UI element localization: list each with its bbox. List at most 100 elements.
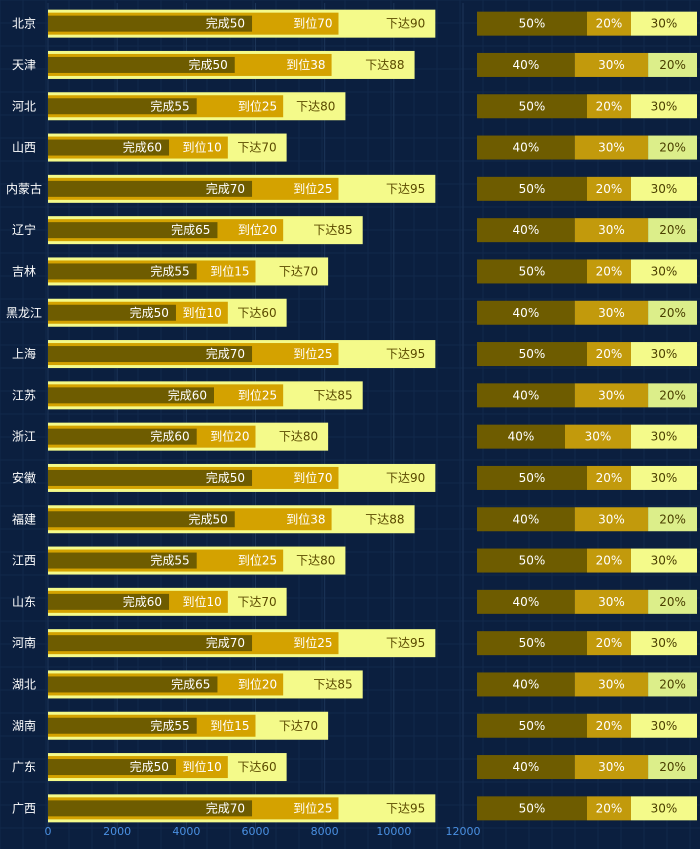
bar-label-xiada: 下达70 (279, 264, 318, 278)
stack-segment (631, 342, 697, 367)
stack-segment (574, 589, 649, 614)
bar-label-wancheng: 完成50 (206, 16, 245, 31)
stack-label: 40% (513, 58, 540, 72)
stack-label: 30% (651, 554, 678, 568)
stack-label: 30% (598, 677, 625, 691)
x-tick-label: 10000 (376, 825, 411, 838)
x-tick-label: 12000 (446, 825, 481, 838)
bar-wancheng (48, 759, 176, 776)
stack-label: 30% (598, 58, 625, 72)
stack-label: 50% (519, 554, 546, 568)
bar-label-daowei: 到位70 (293, 470, 332, 485)
category-label: 湖北 (12, 676, 36, 691)
stack-label: 20% (596, 719, 623, 733)
bar-wancheng (48, 676, 218, 693)
bar-wancheng (48, 180, 253, 197)
category-label: 北京 (12, 17, 36, 31)
bar-label-wancheng: 完成60 (150, 429, 189, 444)
bar-wancheng (48, 593, 170, 610)
bar-label-xiada: 下达85 (313, 677, 352, 691)
stack-label: 20% (659, 512, 686, 526)
stack-segment (648, 300, 697, 325)
bar-label-xiada: 下达88 (365, 512, 404, 526)
stack-segment (587, 11, 631, 36)
stack-label: 20% (659, 223, 686, 237)
bar-label-daowei: 到位25 (238, 553, 277, 568)
bar-wancheng (48, 346, 253, 363)
stack-segment (648, 507, 697, 532)
category-label: 黑龙江 (6, 306, 42, 320)
category-label: 广东 (12, 760, 36, 774)
bar-label-xiada: 下达90 (386, 17, 425, 31)
bar-label-wancheng: 完成50 (206, 470, 245, 485)
bar-label-xiada: 下达70 (279, 719, 318, 733)
stack-segment (477, 135, 575, 160)
stack-label: 20% (659, 306, 686, 320)
category-label: 山东 (12, 595, 36, 609)
bar-label-wancheng: 完成50 (130, 759, 169, 774)
stack-label: 30% (651, 719, 678, 733)
bar-wancheng (48, 800, 253, 817)
stack-segment (477, 589, 575, 614)
stack-segment (631, 94, 697, 119)
stack-segment (587, 631, 631, 656)
stack-segment (477, 713, 587, 738)
stack-segment (477, 383, 575, 408)
bar-label-daowei: 到位38 (286, 511, 325, 526)
bar-label-daowei: 到位10 (183, 140, 222, 155)
stack-label: 40% (508, 430, 535, 444)
category-label: 江苏 (12, 388, 36, 402)
bar-label-wancheng: 完成70 (206, 181, 245, 196)
bar-label-xiada: 下达60 (237, 760, 276, 774)
stack-segment (648, 52, 697, 77)
bar-label-wancheng: 完成55 (150, 718, 189, 733)
stack-segment (631, 465, 697, 490)
stack-segment (574, 507, 649, 532)
stack-segment (477, 755, 575, 780)
stack-label: 30% (598, 595, 625, 609)
stack-label: 30% (598, 760, 625, 774)
bar-label-xiada: 下达85 (313, 388, 352, 402)
category-label: 福建 (12, 511, 36, 526)
stack-segment (477, 94, 587, 119)
bar-label-daowei: 到位15 (210, 263, 249, 278)
stack-label: 30% (651, 430, 678, 444)
stack-label: 30% (598, 306, 625, 320)
stack-label: 40% (513, 677, 540, 691)
category-label: 湖南 (12, 718, 36, 733)
stack-segment (631, 424, 697, 449)
stack-segment (574, 218, 649, 243)
stack-label: 50% (519, 182, 546, 196)
category-label: 浙江 (12, 430, 36, 444)
stack-segment (574, 300, 649, 325)
bar-label-wancheng: 完成70 (206, 635, 245, 650)
bar-label-wancheng: 完成50 (188, 57, 227, 72)
stack-segment (574, 383, 649, 408)
stack-label: 30% (651, 636, 678, 650)
stack-segment (587, 342, 631, 367)
stack-label: 20% (659, 58, 686, 72)
stack-segment (587, 465, 631, 490)
stack-segment (477, 176, 587, 201)
bar-label-daowei: 到位20 (238, 676, 277, 691)
bar-label-wancheng: 完成60 (123, 140, 162, 155)
stack-label: 40% (513, 760, 540, 774)
category-label: 安徽 (12, 470, 36, 485)
bar-label-daowei: 到位38 (286, 57, 325, 72)
bar-label-wancheng: 完成70 (206, 800, 245, 815)
bar-label-daowei: 到位15 (210, 718, 249, 733)
stack-segment (574, 135, 649, 160)
stack-label: 30% (651, 471, 678, 485)
stack-segment (631, 176, 697, 201)
stack-segment (648, 383, 697, 408)
stack-label: 20% (596, 264, 623, 278)
stack-segment (574, 52, 649, 77)
bar-label-wancheng: 完成55 (150, 98, 189, 113)
stack-label: 20% (596, 471, 623, 485)
bar-label-daowei: 到位25 (293, 346, 332, 361)
stack-label: 30% (651, 182, 678, 196)
stack-segment (574, 672, 649, 697)
stack-label: 30% (651, 99, 678, 113)
bar-label-daowei: 到位25 (293, 181, 332, 196)
bar-label-xiada: 下达60 (237, 306, 276, 320)
